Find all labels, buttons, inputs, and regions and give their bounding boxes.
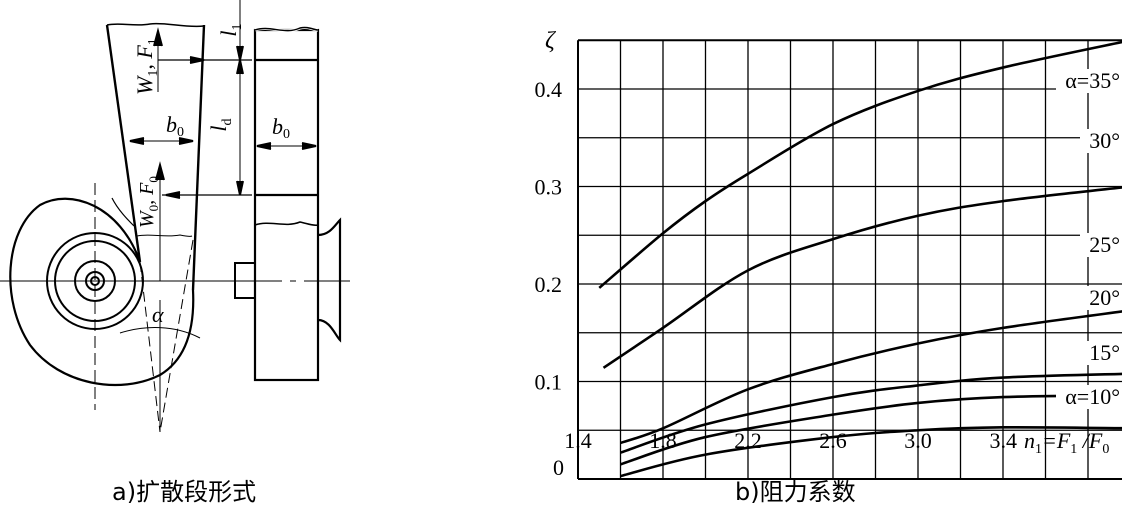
arrowheads-b0-right (256, 142, 317, 150)
diagram-labels: l1 ld b0 b0 W1, F1 W0, F0 α (132, 23, 290, 327)
curve-label: 30° (1089, 128, 1120, 153)
volute-tongue (111, 197, 135, 227)
curve-20deg (620, 372, 1122, 454)
resistance-chart: 1.4 1.8 2.2 2.6 3.0 3.4 0 0.1 0.2 0.3 0.4 α=35° 30°… (535, 28, 1122, 480)
curve-25deg (620, 310, 1122, 445)
diffuser-wall-right (191, 24, 206, 291)
grid (577, 39, 1122, 480)
curve-10deg (620, 425, 1122, 478)
curve-label-bg (1056, 69, 1122, 93)
side-break-top-line (254, 26, 319, 32)
label-alpha: α (152, 302, 164, 327)
arrowheads-b0-left (129, 137, 194, 145)
diffuser-diagram (0, 0, 350, 433)
curve-35deg (598, 40, 1122, 289)
arrowheads-ld (236, 45, 244, 196)
x-tick-label: 1.4 (564, 428, 592, 453)
curve-label: 15° (1089, 340, 1120, 365)
caption-a: a)扩散段形式 (112, 478, 257, 506)
angle-arc (119, 327, 201, 339)
y-tick-label: 0.3 (535, 175, 563, 200)
inlet-bell (317, 217, 342, 343)
curve-label-bg (1080, 341, 1122, 365)
label-l1: l1 (216, 23, 245, 36)
label-w0-f0: W0, F0 (136, 176, 161, 228)
x-tick-label: 2.6 (819, 428, 847, 453)
side-break-mid (254, 221, 319, 226)
curve-label-bg (1056, 385, 1122, 409)
arrow-w0 (155, 161, 165, 181)
side-view-body (253, 28, 320, 382)
curve-15deg (620, 393, 1122, 466)
x-axis-label: n1=F1 /F0 (1024, 428, 1109, 457)
shaft-stub (234, 262, 256, 299)
curve-label: α=35° (1065, 68, 1120, 93)
y-tick-label: 0.1 (535, 370, 563, 395)
curve-label: α=10° (1065, 384, 1120, 409)
curve-label-bg (1080, 233, 1122, 257)
tick-labels: 1.4 1.8 2.2 2.6 3.0 3.4 0 0.1 0.2 0.3 0.4 (535, 77, 1018, 480)
x-tick-label: 1.8 (649, 428, 677, 453)
caption-b: b)阻力系数 (735, 478, 856, 506)
label-b0-right: b0 (272, 114, 290, 142)
y-tick-label: 0.4 (535, 77, 563, 102)
curves (598, 40, 1122, 478)
curve-label: 20° (1089, 285, 1120, 310)
break-line-top (106, 22, 205, 28)
y-axis-label: ζ (545, 28, 557, 54)
angle-line-left (139, 261, 161, 433)
curve-30deg (602, 186, 1122, 369)
label-ld: ld (206, 118, 235, 131)
label-w1-f1: W1, F1 (132, 38, 161, 95)
arrow-head-ext (165, 56, 205, 199)
arrow-w1 (153, 27, 163, 47)
diffuser-wall-left (105, 24, 142, 263)
y-tick-label: 0.2 (535, 272, 563, 297)
break-line-mid (136, 234, 193, 237)
y-tick-label: 0 (553, 455, 564, 480)
curve-labels: α=35° 30° 25° 20° 15° α=10° (1056, 68, 1122, 409)
curve-label-bg (1080, 286, 1122, 310)
curve-label: 25° (1089, 232, 1120, 257)
x-tick-label: 2.2 (734, 428, 762, 453)
x-tick-label: 3.0 (904, 428, 932, 453)
label-b0-left: b0 (166, 112, 184, 140)
x-tick-label: 3.4 (990, 428, 1018, 453)
volute-casing (9, 197, 195, 387)
angle-line-right (159, 239, 194, 433)
curve-label-bg (1080, 129, 1122, 153)
